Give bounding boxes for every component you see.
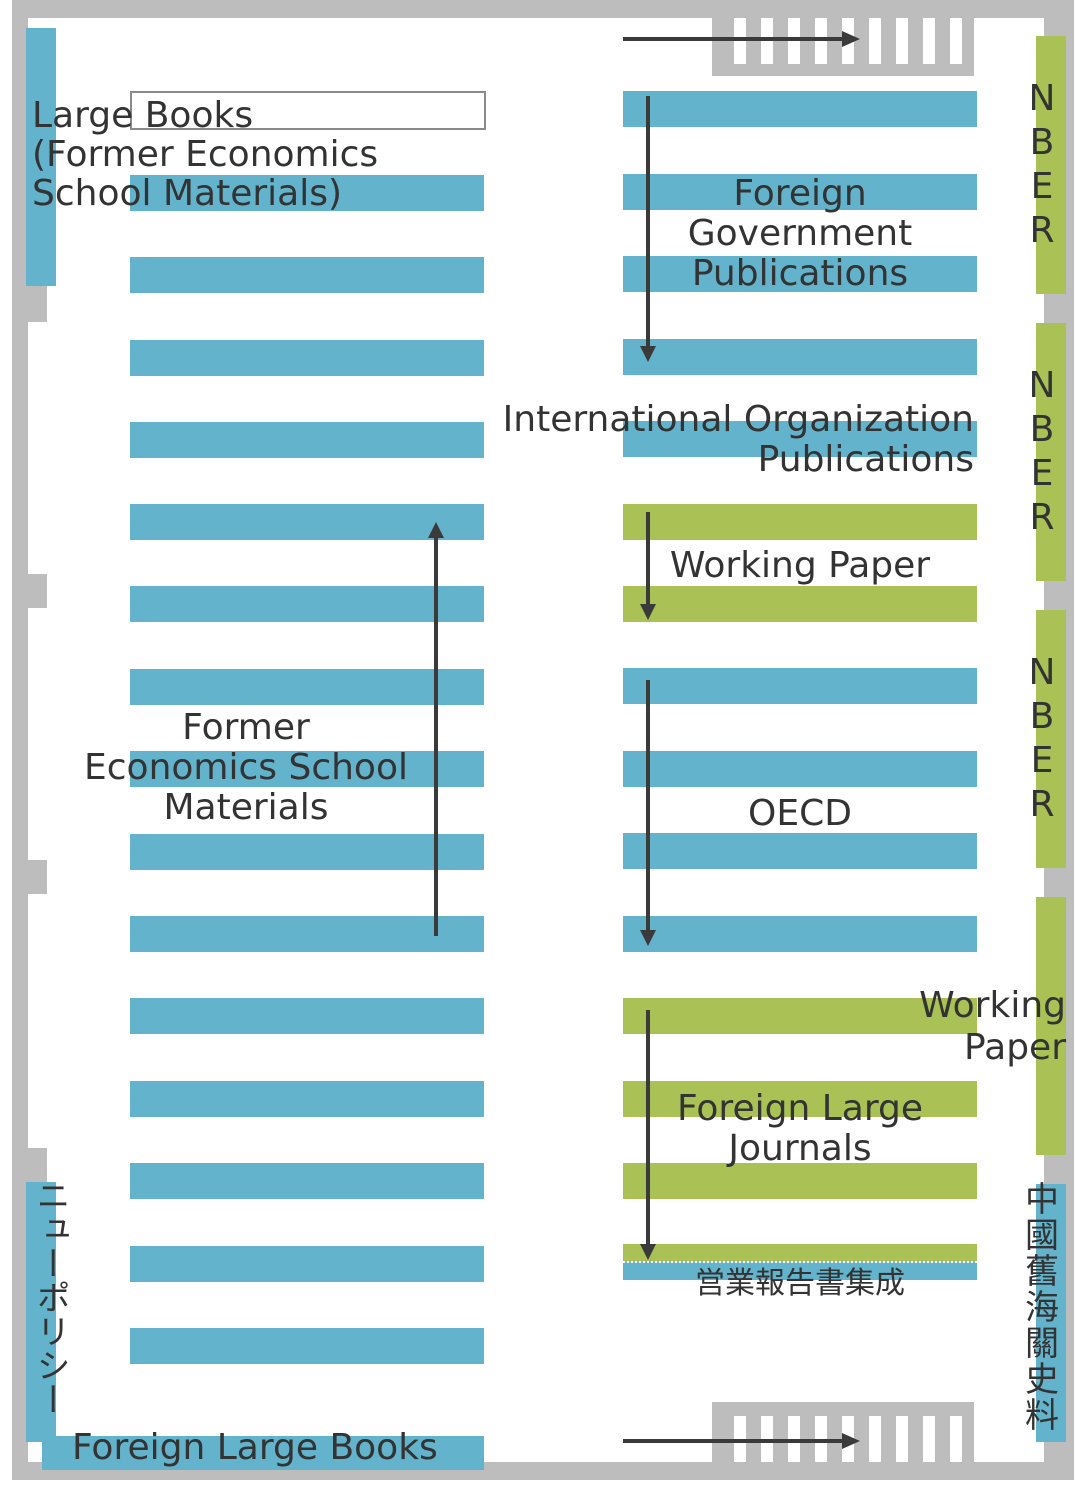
shelf-right — [623, 91, 977, 127]
direction-arrow-icon — [646, 96, 650, 346]
shelf-right-green — [623, 504, 977, 540]
shelf-working-paper-wall — [1036, 897, 1066, 1155]
shelf-right — [623, 751, 977, 787]
direction-arrow-icon — [646, 512, 650, 604]
shelf-nber-3 — [1036, 610, 1066, 868]
shelf-left — [130, 504, 484, 540]
shelf-right — [623, 256, 977, 292]
stairs-icon — [712, 18, 974, 76]
wall-nub — [28, 574, 47, 608]
label-former-econ: Former Economics School Materials — [84, 707, 408, 828]
wall-nub — [28, 860, 47, 894]
stairs-icon — [712, 1402, 974, 1462]
shelf-left — [130, 916, 484, 952]
shelf-right-split-top — [623, 1244, 977, 1262]
shelf-outline — [130, 91, 486, 130]
label-nber-3: NBER — [1028, 652, 1056, 825]
label-working-paper: Working Paper — [669, 545, 931, 586]
arrow-head — [842, 31, 860, 47]
shelf-right-green — [623, 998, 977, 1034]
shelf-left — [130, 751, 484, 787]
shelf-left — [130, 1163, 484, 1199]
shelf-right-green — [623, 586, 977, 622]
shelf-large-books-wall — [26, 28, 56, 286]
direction-arrow-icon — [646, 680, 650, 930]
arrow-head — [640, 346, 656, 362]
shelf-right-green — [623, 1163, 977, 1199]
label-working-paper-wall: Working Paper — [919, 985, 1066, 1068]
shelf-right — [623, 833, 977, 869]
direction-arrow-icon — [623, 37, 845, 41]
label-eigyo: 営業報告書集成 — [695, 1266, 905, 1301]
arrow-head — [842, 1433, 860, 1449]
shelf-left — [130, 1328, 484, 1364]
shelf-left — [130, 422, 484, 458]
shelf-chinese-customs — [1036, 1184, 1066, 1442]
label-intl-org: International Organization Publications — [502, 399, 974, 480]
shelf-right-green — [623, 1081, 977, 1117]
shelf-left — [130, 586, 484, 622]
label-new-policy: ニューポリシー — [30, 1178, 70, 1416]
shelf-right-split-bottom — [623, 1262, 977, 1280]
arrow-head — [640, 1244, 656, 1260]
label-foreign-government: Foreign Government Publications — [687, 173, 913, 294]
shelf-right — [623, 668, 977, 704]
wall-nub — [28, 1148, 47, 1182]
shelf-new-policy-wall — [26, 1182, 56, 1442]
wall-left — [12, 0, 28, 1478]
shelf-left — [130, 1081, 484, 1117]
direction-arrow-icon — [623, 1439, 845, 1443]
arrow-head — [640, 604, 656, 620]
label-foreign-large-journals: Foreign Large Journals — [676, 1088, 923, 1169]
shelf-nber-2 — [1036, 323, 1066, 581]
wall-top — [12, 0, 1074, 18]
arrow-head — [428, 522, 444, 538]
shelf-left — [130, 1246, 484, 1282]
direction-arrow-icon — [434, 538, 438, 936]
label-nber-1: NBER — [1028, 78, 1056, 251]
direction-arrow-icon — [646, 1010, 650, 1244]
shelf-foreign-large-books — [42, 1436, 484, 1470]
wall-nub — [28, 286, 47, 322]
shelf-left — [130, 998, 484, 1034]
shelf-right — [623, 174, 977, 210]
label-nber-2: NBER — [1028, 365, 1056, 538]
label-large-books: Large Books (Former Economics School Mat… — [32, 95, 379, 214]
shelf-nber-1 — [1036, 36, 1066, 294]
shelf-right — [623, 421, 977, 457]
dotted-divider — [623, 1261, 977, 1263]
label-foreign-large-books: Foreign Large Books — [72, 1427, 438, 1468]
shelf-left — [130, 834, 484, 870]
label-oecd: OECD — [748, 793, 852, 834]
shelf-left — [130, 257, 484, 293]
arrow-head — [640, 930, 656, 946]
shelf-left — [130, 340, 484, 376]
shelf-left — [130, 175, 484, 211]
shelf-left — [130, 669, 484, 705]
shelf-right — [623, 339, 977, 375]
shelf-right — [623, 916, 977, 952]
label-chinese-customs: 中國舊海關史料 — [1025, 1180, 1059, 1436]
